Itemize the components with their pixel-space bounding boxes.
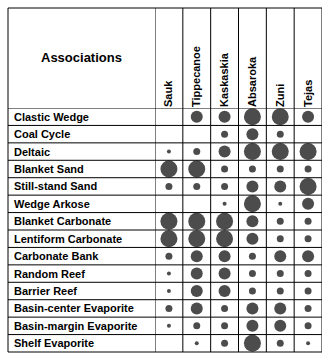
svg-text:Lentiform Carbonate: Lentiform Carbonate: [14, 233, 122, 245]
svg-text:Barrier Reef: Barrier Reef: [14, 285, 77, 297]
svg-text:Blanket Carbonate: Blanket Carbonate: [14, 215, 111, 227]
svg-text:Deltaic: Deltaic: [14, 146, 50, 158]
svg-text:Random Reef: Random Reef: [14, 268, 85, 280]
svg-text:Absaroka: Absaroka: [246, 56, 258, 107]
svg-text:Tippecanoe: Tippecanoe: [190, 46, 202, 107]
svg-text:Blanket Sand: Blanket Sand: [14, 163, 84, 175]
svg-text:Sauk: Sauk: [162, 80, 174, 107]
svg-text:Basin-margin Evaporite: Basin-margin Evaporite: [14, 320, 137, 332]
svg-text:Wedge Arkose: Wedge Arkose: [14, 198, 90, 210]
svg-text:Tejas: Tejas: [302, 80, 314, 107]
svg-text:Clastic Wedge: Clastic Wedge: [14, 111, 89, 123]
svg-text:Associations: Associations: [41, 50, 122, 65]
svg-text:Still-stand Sand: Still-stand Sand: [14, 180, 97, 192]
svg-text:Shelf Evaporite: Shelf Evaporite: [14, 337, 94, 349]
svg-text:Zuni: Zuni: [274, 84, 286, 107]
svg-text:Carbonate Bank: Carbonate Bank: [14, 250, 99, 262]
svg-text:Coal Cycle: Coal Cycle: [14, 128, 70, 140]
svg-text:Kaskaskia: Kaskaskia: [218, 52, 230, 107]
svg-text:Basin-center Evaporite: Basin-center Evaporite: [14, 302, 134, 314]
